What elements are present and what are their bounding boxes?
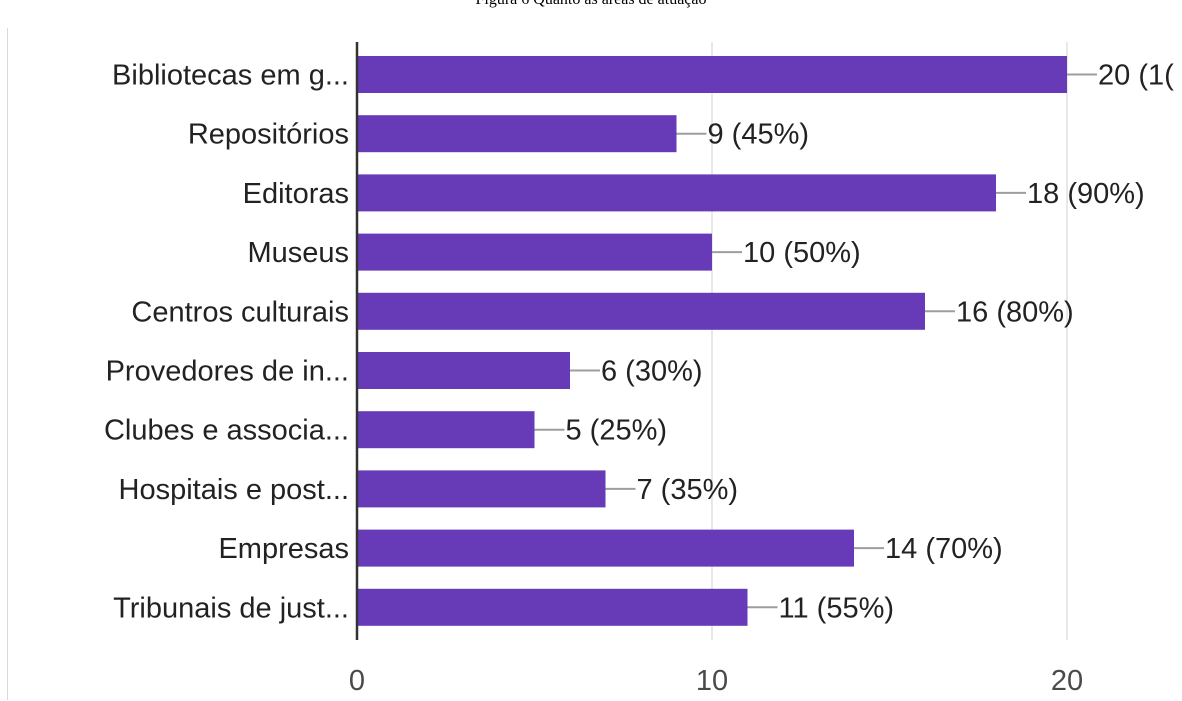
bar xyxy=(357,411,535,449)
x-tick-label: 0 xyxy=(349,665,365,697)
bar xyxy=(357,115,677,153)
bar xyxy=(357,174,996,212)
value-label: 6 (30%) xyxy=(601,356,703,388)
value-label: 16 (80%) xyxy=(956,296,1074,328)
x-tick-label: 10 xyxy=(696,665,728,697)
category-label: Tribunais de just... xyxy=(113,592,349,624)
value-leaders xyxy=(534,73,1097,609)
bar xyxy=(357,292,925,330)
bars xyxy=(357,56,1067,626)
value-label: 18 (90%) xyxy=(1027,178,1145,210)
left-divider xyxy=(7,28,8,700)
category-label: Clubes e associa... xyxy=(104,415,349,447)
labels: 0 10 20 20 (1( Bibliotecas em g... 9 (45%) Rep… xyxy=(104,60,1174,698)
bar xyxy=(357,233,712,271)
category-label: Centros culturais xyxy=(131,296,349,328)
value-label: 7 (35%) xyxy=(637,474,739,506)
bar xyxy=(357,529,854,567)
value-label: 10 (50%) xyxy=(743,237,861,269)
category-label: Bibliotecas em g... xyxy=(112,60,349,92)
category-label: Repositórios xyxy=(188,119,349,151)
x-tick-label: 20 xyxy=(1051,665,1083,697)
category-label: Empresas xyxy=(218,533,349,565)
value-label: 14 (70%) xyxy=(885,533,1003,565)
value-label: 11 (55%) xyxy=(779,592,895,624)
bar xyxy=(357,352,570,389)
category-label: Provedores de in... xyxy=(106,356,349,388)
bar xyxy=(357,470,606,508)
category-label: Hospitais e post... xyxy=(119,474,350,506)
category-label: Museus xyxy=(247,237,349,269)
value-label: 5 (25%) xyxy=(566,415,668,447)
bar xyxy=(357,56,1067,93)
value-label: 20 (1( xyxy=(1098,60,1174,92)
category-label: Editoras xyxy=(243,178,349,210)
figure-caption: Figura 6 Quanto às áreas de atuação xyxy=(0,0,1182,9)
value-label: 9 (45%) xyxy=(708,119,810,151)
bar xyxy=(357,588,748,626)
